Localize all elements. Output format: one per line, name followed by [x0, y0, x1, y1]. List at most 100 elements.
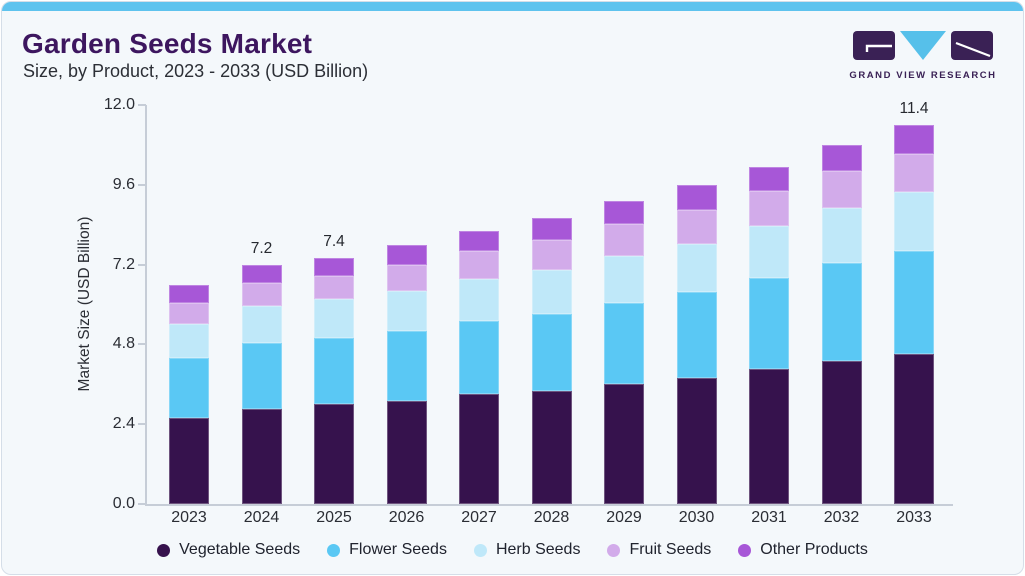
legend-label: Other Products — [760, 541, 868, 558]
segment-other-products — [604, 201, 644, 225]
bar-2029 — [604, 201, 644, 504]
x-axis-label-2032: 2032 — [823, 509, 860, 526]
segment-other-products — [459, 231, 499, 252]
x-axis-label-2028: 2028 — [533, 509, 570, 526]
segment-other-products — [241, 264, 282, 283]
segment-other-products — [749, 166, 789, 192]
segment-herb-seeds — [169, 324, 209, 358]
segment-fruit-seeds — [241, 282, 282, 307]
bar-2032 — [821, 144, 862, 504]
segment-vegetable-seeds — [314, 404, 354, 504]
segment-fruit-seeds — [169, 302, 209, 325]
segment-vegetable-seeds — [604, 384, 644, 504]
segment-flower-seeds — [169, 357, 209, 418]
segment-fruit-seeds — [604, 224, 644, 256]
segment-flower-seeds — [604, 302, 644, 385]
segment-flower-seeds — [821, 262, 862, 361]
legend-dot-icon — [327, 543, 341, 557]
segment-vegetable-seeds — [821, 360, 862, 504]
segment-vegetable-seeds — [894, 354, 934, 504]
chart-legend: Vegetable Seeds Flower Seeds Herb Seeds Fru… — [2, 537, 1023, 563]
segment-flower-seeds — [676, 291, 717, 379]
x-axis-label-2027: 2027 — [461, 509, 497, 526]
legend-dot-icon — [607, 543, 621, 557]
segment-herb-seeds — [604, 255, 644, 303]
bar-2033 — [894, 124, 934, 504]
segment-flower-seeds — [531, 314, 572, 391]
segment-fruit-seeds — [676, 210, 717, 244]
x-axis-line — [145, 504, 953, 506]
segment-herb-seeds — [749, 226, 789, 278]
segment-herb-seeds — [386, 291, 427, 332]
page-subtitle: Size, by Product, 2023 - 2033 (USD Billi… — [23, 61, 369, 81]
legend-dot-icon — [473, 543, 487, 557]
bar-2028 — [531, 218, 572, 504]
x-axis-label-2033: 2033 — [896, 509, 932, 526]
y-tick-mark — [138, 503, 146, 505]
segment-herb-seeds — [531, 269, 572, 315]
legend-item-other-products: Other Products — [738, 541, 868, 559]
y-axis-line — [145, 105, 147, 505]
segment-herb-seeds — [241, 306, 282, 343]
segment-flower-seeds — [314, 337, 354, 405]
legend-label: Flower Seeds — [349, 541, 447, 558]
segment-fruit-seeds — [459, 251, 499, 279]
y-tick-mark — [138, 104, 146, 106]
segment-fruit-seeds — [749, 191, 789, 226]
segment-other-products — [386, 244, 427, 265]
bar-2026 — [386, 244, 427, 504]
legend-item-flower-seeds: Flower Seeds — [327, 541, 447, 559]
y-tick-label: 4.8 — [112, 335, 135, 353]
segment-flower-seeds — [749, 277, 789, 370]
segment-vegetable-seeds — [169, 417, 209, 504]
y-tick-label: 12.0 — [103, 96, 135, 113]
legend-item-fruit-seeds: Fruit Seeds — [607, 541, 711, 559]
segment-other-products — [894, 124, 934, 155]
gvr-logo: GRAND VIEW RESEARCH — [848, 28, 998, 81]
x-axis-label-2030: 2030 — [678, 509, 715, 526]
x-axis-label-2031: 2031 — [751, 509, 787, 526]
segment-herb-seeds — [676, 243, 717, 292]
bar-total-label-2025: 7.4 — [323, 232, 345, 250]
bar-2025 — [314, 257, 354, 504]
segment-other-products — [676, 184, 717, 211]
y-tick-mark — [138, 183, 146, 186]
segment-vegetable-seeds — [676, 378, 717, 504]
y-tick-mark — [138, 263, 146, 266]
y-tick-label: 2.4 — [112, 415, 135, 433]
y-tick-mark — [138, 343, 146, 346]
x-axis-label-2025: 2025 — [316, 509, 352, 526]
segment-vegetable-seeds — [459, 394, 499, 504]
segment-flower-seeds — [459, 321, 499, 395]
legend-item-vegetable-seeds: Vegetable Seeds — [157, 541, 300, 559]
x-axis-label-2029: 2029 — [606, 509, 642, 526]
segment-flower-seeds — [386, 331, 427, 401]
segment-other-products — [821, 144, 862, 172]
y-tick-label: 0.0 — [112, 495, 135, 512]
bar-total-label-2024: 7.2 — [250, 239, 273, 257]
legend-dot-icon — [738, 543, 752, 557]
segment-fruit-seeds — [531, 239, 572, 270]
bar-total-label-2033: 11.4 — [899, 99, 929, 117]
legend-item-herb-seeds: Herb Seeds — [473, 541, 580, 559]
segment-flower-seeds — [241, 342, 282, 410]
y-tick-mark — [138, 423, 146, 426]
segment-vegetable-seeds — [531, 390, 572, 504]
segment-herb-seeds — [821, 208, 862, 263]
segment-other-products — [531, 218, 572, 240]
x-axis-label-2024: 2024 — [243, 509, 280, 526]
segment-fruit-seeds — [894, 154, 934, 193]
x-axis-label-2023: 2023 — [171, 509, 207, 526]
y-tick-label: 9.6 — [112, 175, 135, 193]
segment-herb-seeds — [894, 192, 934, 252]
bar-2024 — [241, 264, 282, 504]
segment-vegetable-seeds — [386, 400, 427, 504]
segment-fruit-seeds — [821, 171, 862, 209]
segment-herb-seeds — [314, 299, 354, 338]
segment-herb-seeds — [459, 278, 499, 322]
gvr-logo-text: GRAND VIEW RESEARCH — [849, 70, 997, 81]
gvr-logo-icon — [853, 31, 993, 60]
legend-dot-icon — [157, 543, 171, 557]
segment-vegetable-seeds — [749, 369, 789, 504]
legend-label: Fruit Seeds — [629, 541, 712, 558]
